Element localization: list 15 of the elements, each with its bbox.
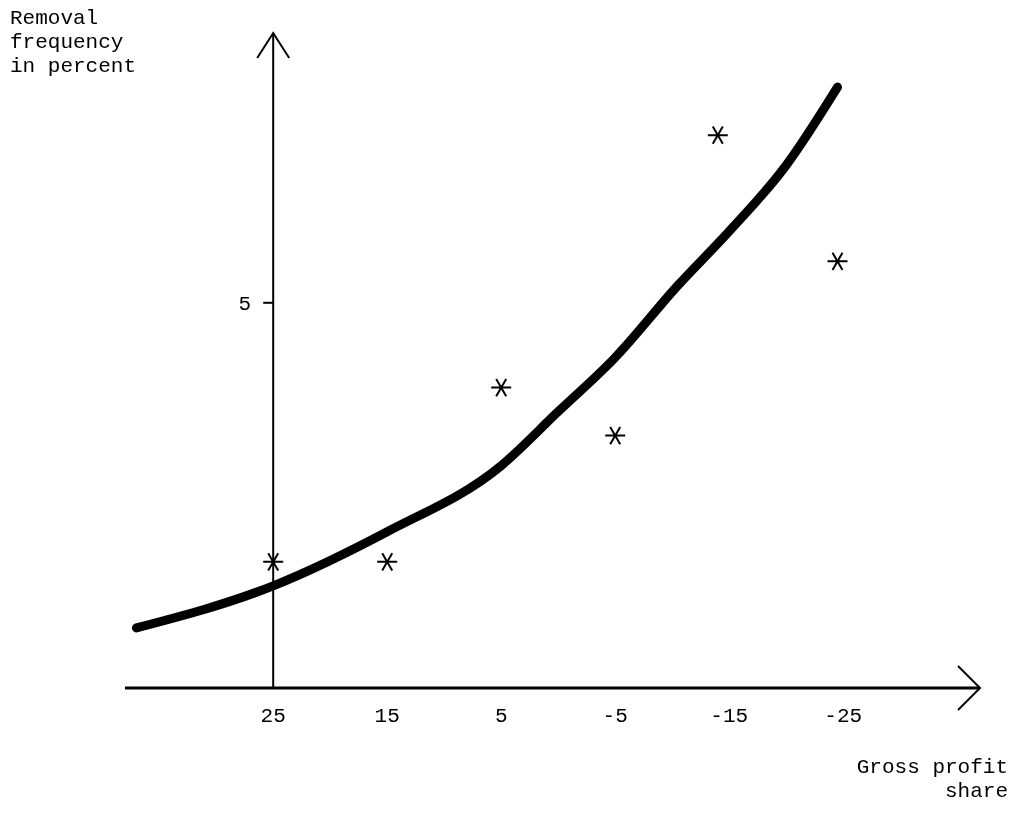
x-tick-label: -5 xyxy=(602,705,628,728)
point xyxy=(604,425,627,446)
x-tick-label: 5 xyxy=(494,705,508,728)
point xyxy=(262,552,285,572)
x-tick-label: -25 xyxy=(824,705,863,728)
point xyxy=(706,125,729,145)
x-axis-title: Gross profit share xyxy=(856,756,1008,803)
point xyxy=(490,377,513,398)
point xyxy=(826,251,849,272)
x-tick-label: -15 xyxy=(710,705,749,728)
x-tick-label: 15 xyxy=(374,705,400,728)
y-axis-title: Removal frequency in percent xyxy=(10,7,137,78)
point xyxy=(376,552,399,572)
x-tick-label: 25 xyxy=(260,705,286,728)
annotation: 5 xyxy=(238,292,252,316)
